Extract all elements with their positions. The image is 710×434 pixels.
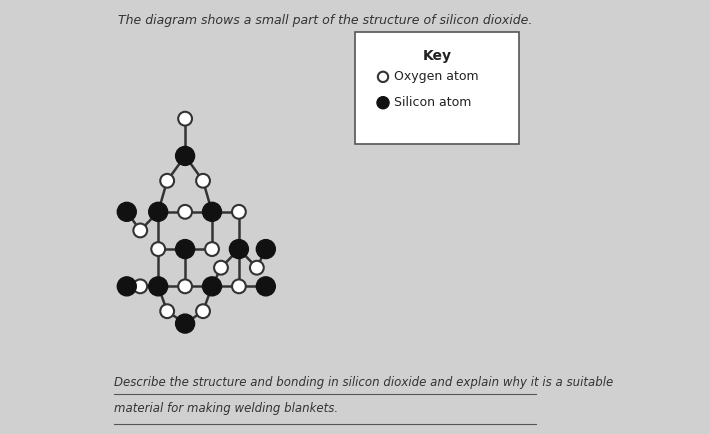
Circle shape [256,240,275,259]
Circle shape [202,277,222,296]
Circle shape [133,279,147,293]
Text: Silicon atom: Silicon atom [394,96,471,109]
Circle shape [175,314,195,333]
Text: Oxygen atom: Oxygen atom [394,70,479,83]
Text: material for making welding blankets.: material for making welding blankets. [114,402,338,415]
Circle shape [232,279,246,293]
Circle shape [196,174,210,187]
Circle shape [160,304,174,318]
Circle shape [117,277,136,296]
Circle shape [205,242,219,256]
Circle shape [202,202,222,221]
Circle shape [148,202,168,221]
Circle shape [232,205,246,219]
Circle shape [178,279,192,293]
Circle shape [175,240,195,259]
Circle shape [256,277,275,296]
Circle shape [148,277,168,296]
Circle shape [151,242,165,256]
Circle shape [214,261,228,275]
Circle shape [133,224,147,237]
FancyBboxPatch shape [355,32,519,144]
Circle shape [196,304,210,318]
Circle shape [178,205,192,219]
Circle shape [378,72,388,82]
Circle shape [178,112,192,125]
Text: Describe the structure and bonding in silicon dioxide and explain why it is a su: Describe the structure and bonding in si… [114,376,613,389]
Circle shape [229,240,248,259]
Circle shape [250,261,263,275]
Text: The diagram shows a small part of the structure of silicon dioxide.: The diagram shows a small part of the st… [118,14,532,27]
Circle shape [160,174,174,187]
Circle shape [175,146,195,165]
Text: Key: Key [422,49,452,63]
Circle shape [117,202,136,221]
Circle shape [377,97,389,109]
